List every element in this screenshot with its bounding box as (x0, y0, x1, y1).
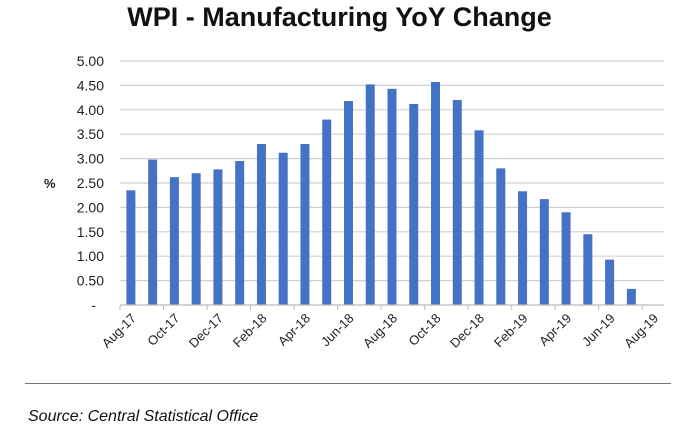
bar (365, 84, 375, 305)
x-tick-label: Dec-18 (447, 311, 487, 351)
y-tick-label: 4.00 (77, 102, 104, 118)
y-tick-label: 1.50 (77, 224, 104, 240)
bar (626, 288, 636, 305)
bar (278, 152, 288, 305)
x-tick-label: Oct-17 (144, 311, 182, 349)
y-tick-label: 4.50 (77, 77, 104, 93)
bar (169, 177, 179, 305)
bar-chart: - 0.50 1.00 1.50 2.00 2.50 3.00 3.50 4.00 4.50 5.0… (77, 53, 664, 351)
y-tick-label: 3.50 (77, 126, 104, 142)
bar (126, 190, 136, 305)
y-axis-label: % (44, 176, 56, 191)
bar (322, 119, 332, 305)
bar (191, 173, 201, 305)
x-tick-label: Aug-17 (99, 311, 139, 351)
bar (452, 100, 462, 305)
bar (235, 161, 245, 305)
bar (387, 88, 397, 305)
y-tick-label: 5.00 (77, 53, 104, 69)
x-tick-label: Apr-19 (536, 311, 574, 349)
bar (256, 143, 266, 305)
divider (25, 383, 671, 384)
y-tick-label: - (91, 297, 96, 313)
y-tick-label: 0.50 (77, 273, 104, 289)
x-tick-label: Feb-19 (491, 311, 531, 351)
x-tick-label: Aug-18 (360, 311, 400, 351)
bar (561, 212, 571, 305)
bar (343, 101, 353, 306)
bar (409, 103, 419, 305)
bar (496, 168, 506, 305)
bar (300, 143, 310, 305)
bar (518, 191, 528, 305)
bar (474, 130, 484, 305)
source-note: Source: Central Statistical Office (28, 408, 259, 425)
x-tick-label: Feb-18 (230, 311, 270, 351)
x-tick-label: Aug-19 (621, 311, 661, 351)
bar (583, 234, 593, 305)
bar (431, 81, 441, 305)
bar (539, 199, 549, 305)
chart-title: WPI - Manufacturing YoY Change (127, 2, 552, 32)
y-tick-label: 3.00 (77, 151, 104, 167)
bar (213, 169, 223, 305)
x-tick-label: Dec-17 (186, 311, 226, 351)
bar (148, 159, 158, 305)
x-tick-label: Apr-18 (275, 311, 313, 349)
x-tick-label: Oct-18 (405, 311, 443, 349)
y-tick-label: 2.00 (77, 199, 104, 215)
x-tick-label: Jun-19 (579, 311, 618, 350)
y-tick-label: 2.50 (77, 175, 104, 191)
y-tick-label: 1.00 (77, 248, 104, 264)
x-tick-label: Jun-18 (318, 311, 357, 350)
bar (605, 259, 615, 305)
